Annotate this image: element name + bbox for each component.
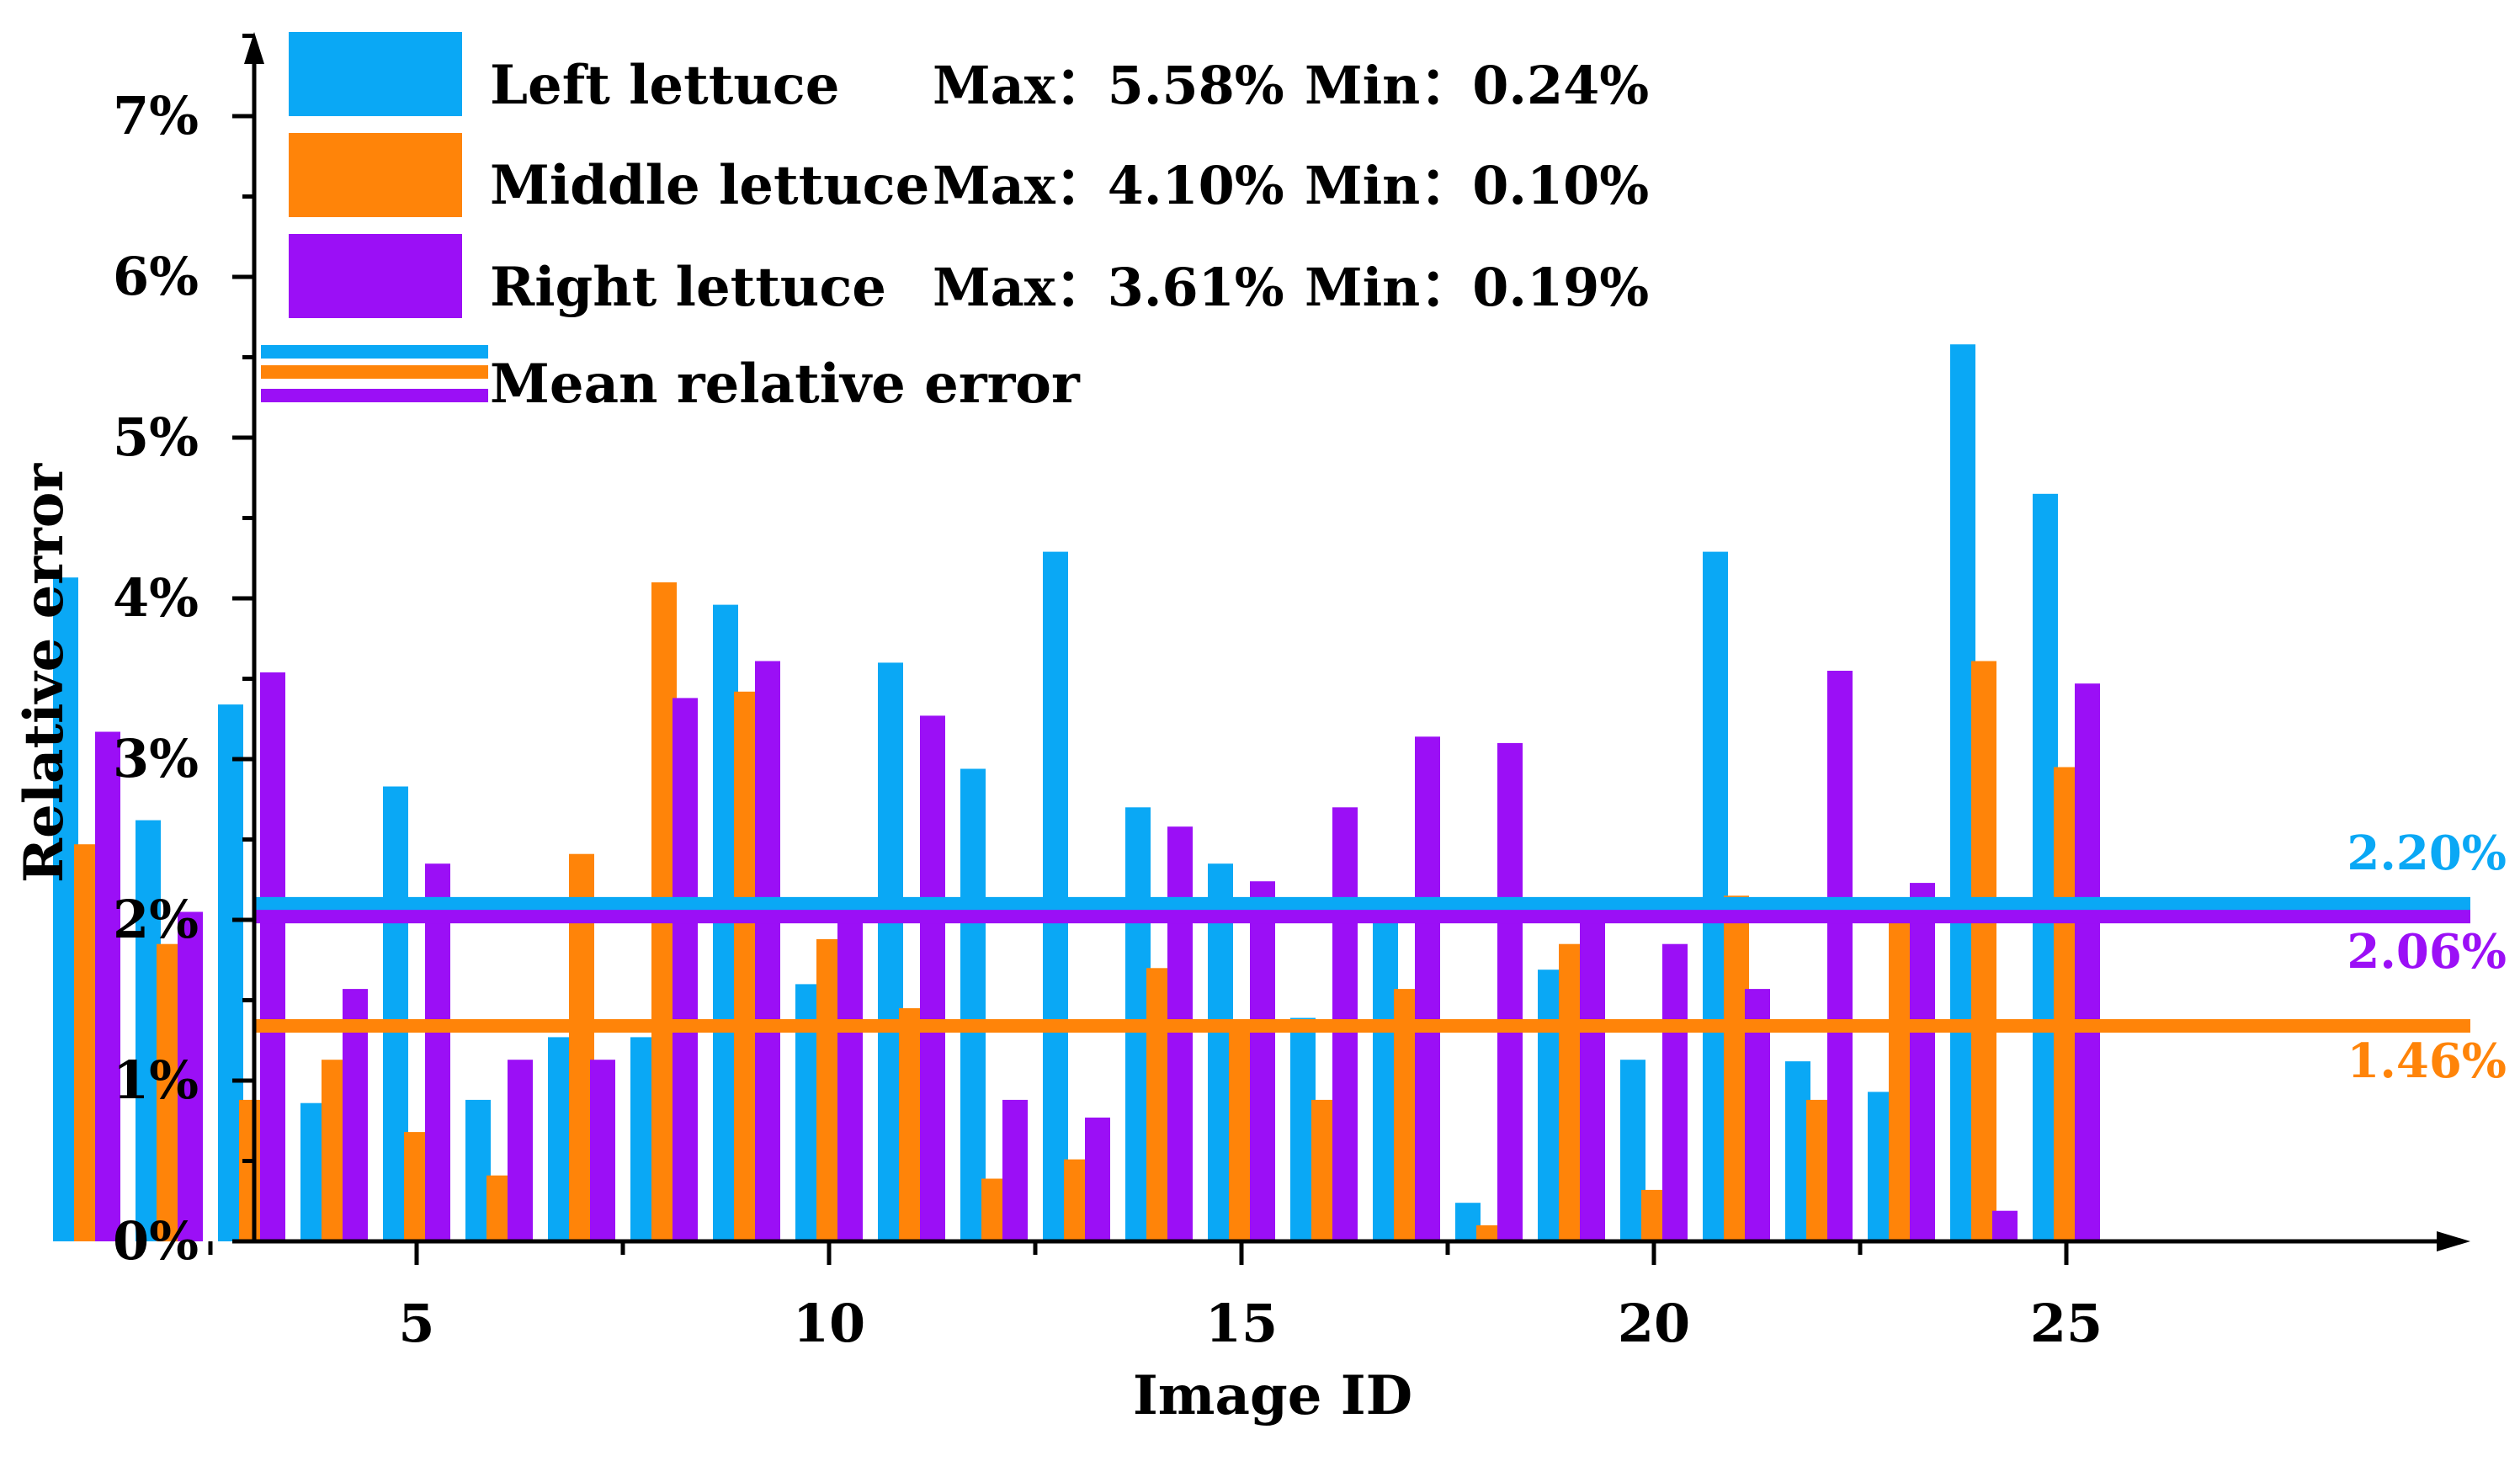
bar-right-3 xyxy=(260,672,285,1241)
legend-min-middle: Min：0.10% xyxy=(1305,155,1649,216)
bar-right-2 xyxy=(178,911,203,1241)
x-tick-label: 5 xyxy=(398,1293,434,1354)
bar-right-11 xyxy=(920,715,945,1241)
bar-right-19 xyxy=(1580,920,1605,1241)
legend: Left lettuce Max：5.58% Min：0.24% Middle let… xyxy=(261,32,1649,416)
legend-min-left: Min：0.24% xyxy=(1305,55,1649,116)
bar-right-20 xyxy=(1662,943,1688,1242)
mean-label-left: 2.20% xyxy=(2347,826,2507,881)
bar-right-25 xyxy=(2075,683,2100,1241)
bar-right-5 xyxy=(425,863,450,1242)
bar-right-13 xyxy=(1085,1117,1110,1241)
legend-max-middle: Max：4.10% xyxy=(933,155,1284,216)
bar-right-8 xyxy=(673,698,698,1241)
bar-right-18 xyxy=(1497,742,1523,1241)
legend-swatch-right xyxy=(289,234,462,318)
y-tick-label: 2% xyxy=(113,889,199,950)
y-tick-label: 3% xyxy=(113,728,199,789)
legend-swatch-left xyxy=(289,32,462,116)
legend-max-left: Max：5.58% xyxy=(933,55,1284,116)
legend-swatch-middle xyxy=(289,133,462,217)
mean-lines-layer: 2.20% 2.06% 1.46% xyxy=(254,826,2507,1089)
x-axis-arrow xyxy=(2437,1231,2470,1251)
bar-right-7 xyxy=(590,1060,615,1241)
legend-label-middle: Middle lettuce xyxy=(490,154,929,217)
legend-label-left: Left lettuce xyxy=(490,54,839,117)
bar-left-12 xyxy=(960,768,986,1241)
bars-layer xyxy=(53,344,2100,1242)
bar-right-23 xyxy=(1910,883,1935,1241)
bar-right-14 xyxy=(1167,826,1193,1241)
bar-right-22 xyxy=(1827,671,1853,1241)
bar-right-10 xyxy=(837,920,863,1241)
legend-label-right: Right lettuce xyxy=(490,256,886,319)
bar-right-15 xyxy=(1250,881,1275,1241)
bar-right-9 xyxy=(755,661,780,1241)
legend-min-right: Min：0.19% xyxy=(1305,257,1649,318)
y-tick-label: 7% xyxy=(113,85,199,146)
x-tick-label: 20 xyxy=(1618,1293,1690,1354)
legend-max-right: Max：3.61% xyxy=(933,257,1284,318)
y-axis-arrow xyxy=(244,32,264,64)
y-tick-label: 1% xyxy=(113,1049,199,1111)
mean-label-right: 2.06% xyxy=(2347,924,2507,980)
y-tick-label: 6% xyxy=(113,246,199,307)
y-axis-title: Relative error xyxy=(13,463,76,884)
y-tick-label: 4% xyxy=(113,567,199,629)
legend-mean-label: Mean relative error xyxy=(490,353,1081,416)
y-tick-label: 0% xyxy=(113,1210,199,1272)
bar-left-13 xyxy=(1043,551,1068,1241)
bar-right-24 xyxy=(1992,1210,2018,1241)
bar-right-1 xyxy=(95,731,120,1241)
x-tick-label: 25 xyxy=(2030,1293,2103,1354)
y-tick-label: 5% xyxy=(113,406,199,468)
bar-right-17 xyxy=(1415,736,1440,1241)
x-axis-title: Image ID xyxy=(1133,1364,1412,1427)
x-tick-label: 10 xyxy=(793,1293,865,1354)
bar-middle-18 xyxy=(1476,1225,1502,1241)
bar-right-6 xyxy=(508,1060,533,1241)
bar-middle-24 xyxy=(1971,661,1996,1241)
series-right-lettuce xyxy=(95,661,2100,1242)
bar-right-12 xyxy=(1002,1099,1028,1241)
x-tick-label: 15 xyxy=(1205,1293,1278,1354)
axes-layer: 0% 1% 2% 3% 4% 5% 6% 7% 5 10 15 20 25 Image ID Relativ… xyxy=(13,32,2470,1427)
mean-label-middle: 1.46% xyxy=(2347,1033,2507,1089)
